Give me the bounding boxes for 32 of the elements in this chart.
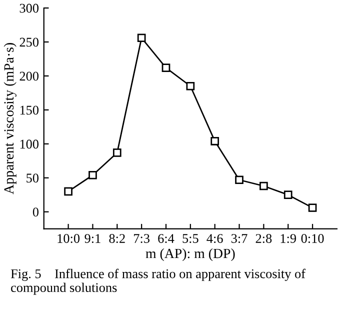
y-tick-label: 0 <box>32 208 39 217</box>
x-axis-title: m (AP): m (DP) <box>146 248 235 261</box>
y-tick-label: 50 <box>26 174 39 183</box>
y-tick-label: 200 <box>20 72 39 81</box>
point <box>260 182 268 190</box>
point <box>64 187 72 196</box>
point <box>137 34 146 42</box>
x-tick-label: 1:9 <box>280 234 296 244</box>
point <box>210 136 220 146</box>
x-tick-label: 3:7 <box>231 234 248 244</box>
x-tick-label: 2:8 <box>256 234 272 244</box>
y-tick-label: 250 <box>20 38 39 47</box>
y-tick-label: 150 <box>20 106 39 115</box>
y-tick-label: 100 <box>20 140 39 149</box>
x-tick-label: 6:4 <box>158 234 174 244</box>
y-axis-title: Apparent viscosity (mPa·s) <box>4 43 16 194</box>
x-tick-label: 0:10 <box>301 234 324 244</box>
y-tick-label: 300 <box>20 4 39 13</box>
x-tick-label: 7:3 <box>134 234 150 244</box>
point <box>235 176 244 184</box>
x-tick-label: 9:1 <box>84 234 100 244</box>
point <box>284 190 292 199</box>
point <box>162 64 170 72</box>
x-tick-label: 8:2 <box>109 234 125 244</box>
point <box>186 82 195 90</box>
point <box>308 204 317 212</box>
x-tick-label: 4:6 <box>206 234 223 244</box>
point <box>112 148 122 157</box>
x-tick-label: 10:0 <box>58 234 80 244</box>
x-tick-label: 5:5 <box>182 234 198 244</box>
point <box>88 170 97 180</box>
caption: Fig. 5 Influence of mass ratio on apparent viscosity of compound solutions <box>10 268 306 295</box>
